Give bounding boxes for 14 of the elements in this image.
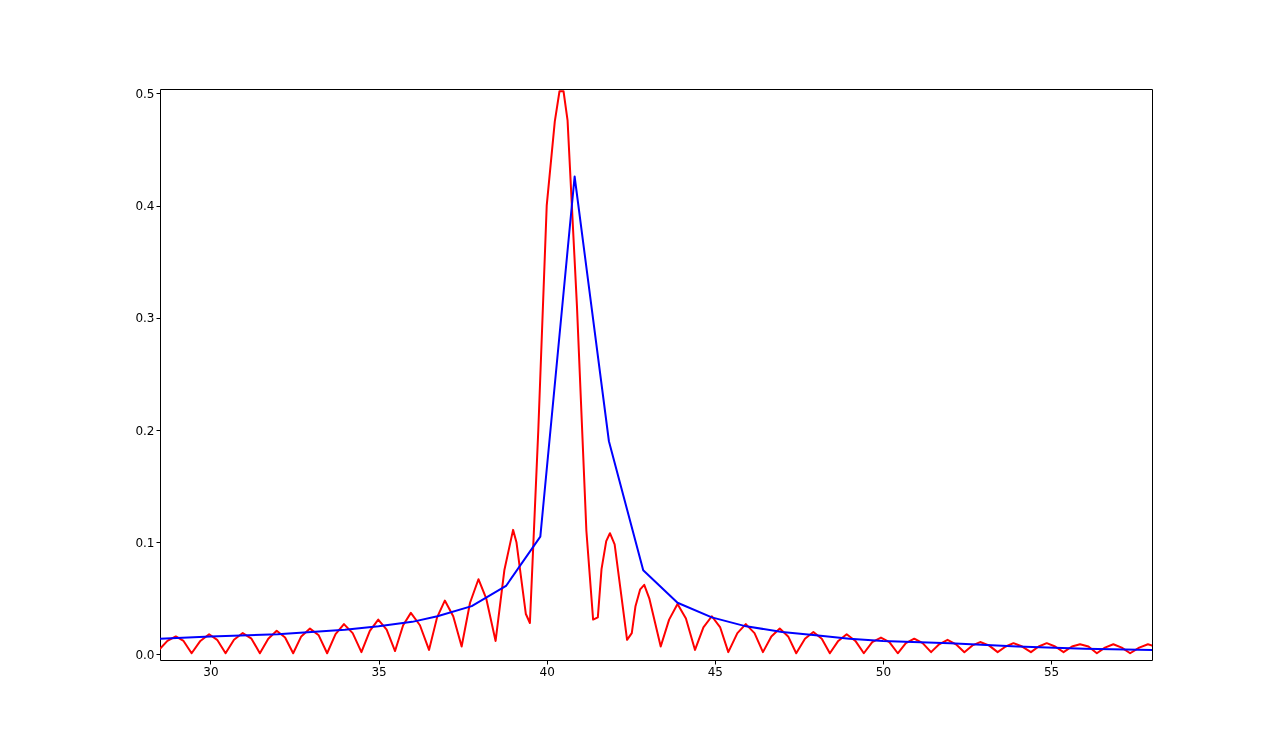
y-tick-label: 0.1 [135,535,155,550]
x-tick-label: 35 [371,664,387,679]
x-tick-label: 55 [1043,664,1060,679]
line-series [160,175,1152,651]
line-series [160,90,1152,655]
y-tick-label: 0.3 [135,311,155,326]
x-tick-label: 45 [707,664,723,679]
x-tick-label: 40 [539,664,555,679]
y-tick-label: 0.5 [135,86,155,101]
y-tick-label: 0.0 [135,647,155,662]
y-tick-label: 0.4 [135,199,155,214]
x-tick-label: 50 [875,664,892,679]
y-tick-label: 0.2 [135,423,155,438]
x-tick-label: 30 [203,664,219,679]
